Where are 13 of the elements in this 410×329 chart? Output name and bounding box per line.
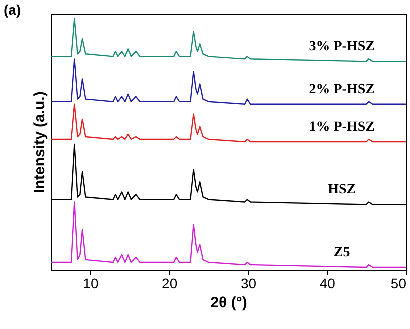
series-label: 3% P-HSZ (309, 40, 375, 55)
series-label: Z5 (334, 245, 350, 260)
x-tick-label: 10 (83, 276, 99, 292)
series-label: 2% P-HSZ (309, 82, 375, 98)
chart-title: (a) (4, 2, 22, 18)
series-label: 1% P-HSZ (309, 120, 375, 135)
x-axis-title: 2θ (°) (210, 294, 248, 312)
x-tick-label: 40 (320, 276, 336, 292)
x-tick-label: 30 (240, 276, 257, 292)
series-label: HSZ (328, 182, 356, 198)
x-tick-label: 20 (162, 276, 178, 292)
y-axis-title: Intensity (a.u.) (32, 92, 48, 194)
x-tick-label: 50 (390, 276, 407, 292)
